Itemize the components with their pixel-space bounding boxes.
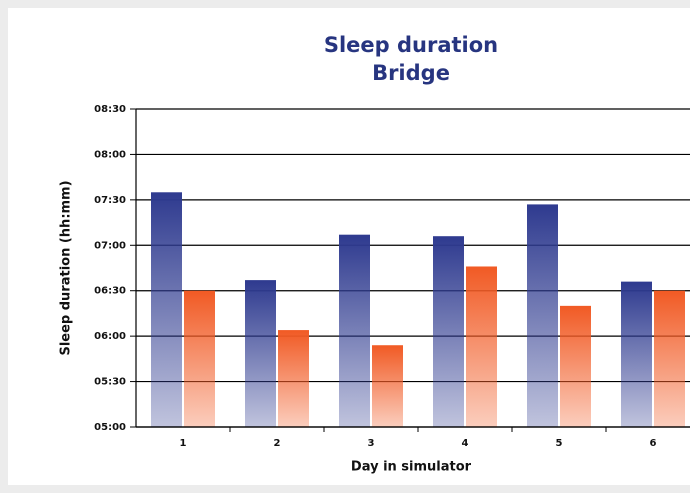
y-tick-label: 08:00 bbox=[94, 149, 126, 160]
chart-subtitle: Bridge bbox=[372, 61, 450, 85]
x-tick-label: 2 bbox=[274, 438, 281, 449]
bar bbox=[339, 234, 370, 427]
x-tick-label: 1 bbox=[180, 438, 187, 449]
bar bbox=[654, 290, 685, 427]
bar bbox=[184, 290, 215, 427]
y-tick-label: 07:00 bbox=[94, 240, 126, 251]
x-tick-label: 3 bbox=[368, 438, 375, 449]
bar bbox=[245, 280, 276, 427]
bar bbox=[527, 204, 558, 427]
x-tick-label: 5 bbox=[556, 438, 563, 449]
bar bbox=[621, 281, 652, 427]
y-tick-label: 05:30 bbox=[94, 377, 126, 388]
y-tick-label: 08:30 bbox=[94, 104, 126, 115]
y-tick-label: 06:00 bbox=[94, 331, 126, 342]
bar bbox=[278, 330, 309, 427]
x-tick-label: 4 bbox=[462, 438, 469, 449]
y-axis-label: Sleep duration (hh:mm) bbox=[59, 180, 74, 355]
x-tick-label: 6 bbox=[650, 438, 657, 449]
bar bbox=[151, 192, 182, 427]
y-tick-label: 06:30 bbox=[94, 286, 126, 297]
y-tick-label: 05:00 bbox=[94, 422, 126, 433]
chart-title: Sleep duration bbox=[324, 33, 498, 57]
x-axis-label: Day in simulator bbox=[351, 460, 472, 475]
bar bbox=[466, 266, 497, 427]
bar bbox=[560, 305, 591, 427]
y-tick-label: 07:30 bbox=[94, 195, 126, 206]
bar bbox=[433, 236, 464, 427]
bar bbox=[372, 345, 403, 427]
